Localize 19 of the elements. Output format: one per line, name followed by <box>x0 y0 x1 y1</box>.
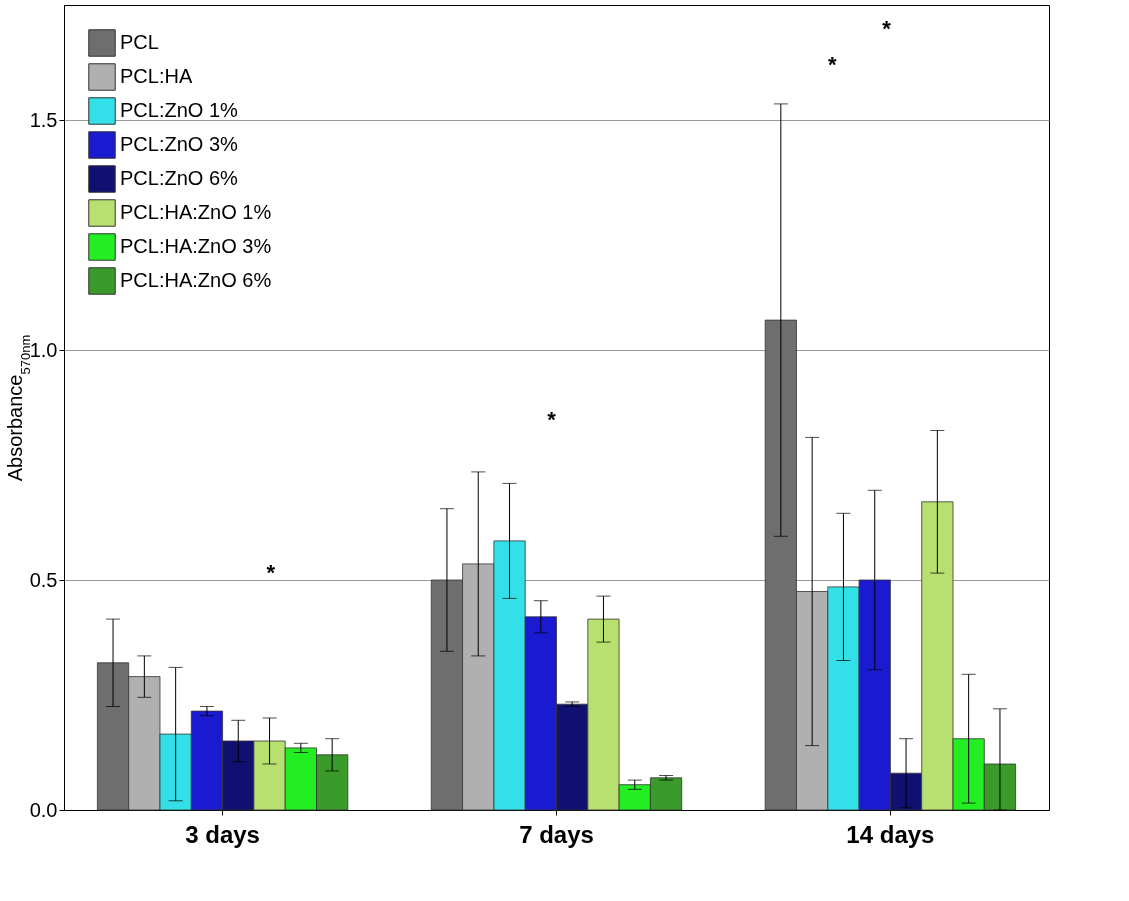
x-tick-label: 7 days <box>519 820 594 848</box>
x-tick-label: 3 days <box>185 820 260 848</box>
annotation: * <box>266 559 276 585</box>
y-tick-label: 1.0 <box>29 338 58 361</box>
legend-label: PCL:ZnO 6% <box>120 167 239 189</box>
y-tick-label: 1.5 <box>29 108 58 131</box>
annotation: * <box>828 52 838 78</box>
legend-label: PCL:HA:ZnO 1% <box>120 201 272 223</box>
legend-label: PCL:ZnO 3% <box>120 133 239 155</box>
legend-label: PCL:ZnO 1% <box>120 99 239 121</box>
y-tick-label: 0.0 <box>29 798 58 821</box>
annotation: * <box>547 406 557 432</box>
annotation: * <box>882 16 892 42</box>
x-tick-label: 14 days <box>846 820 935 848</box>
legend-label: PCL:HA:ZnO 3% <box>120 235 272 257</box>
legend-label: PCL <box>120 31 159 53</box>
legend-label: PCL:HA <box>120 65 193 87</box>
y-tick-label: 0.5 <box>29 568 58 591</box>
legend-label: PCL:HA:ZnO 6% <box>120 269 272 291</box>
